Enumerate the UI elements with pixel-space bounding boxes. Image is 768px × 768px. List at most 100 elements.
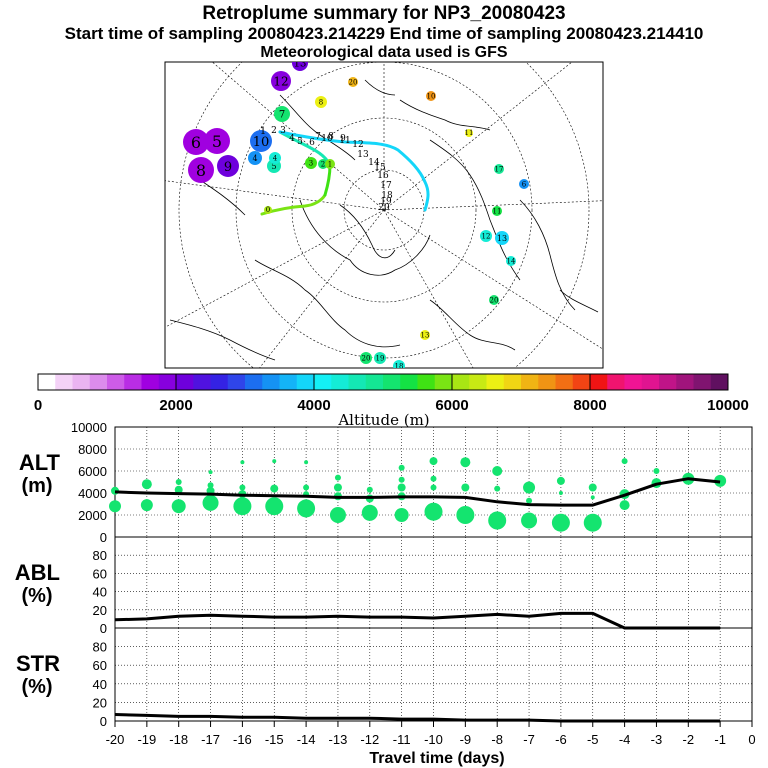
alt-point-5 xyxy=(174,485,183,494)
alt-point-3 xyxy=(140,499,153,512)
colorbar-cell-13 xyxy=(262,374,280,390)
cluster-label-14: 1 xyxy=(328,160,332,168)
x-tick--6: -6 xyxy=(555,732,567,747)
cluster-label-4: 12 xyxy=(273,75,288,89)
day-label-1: 1 xyxy=(260,126,266,137)
cluster-2 xyxy=(188,157,214,183)
cluster-10 xyxy=(315,96,327,108)
alt-point-43 xyxy=(488,511,507,530)
abl-panel-unit: (%) xyxy=(21,585,52,607)
colorbar-cell-32 xyxy=(590,374,608,390)
str-panel-unit: (%) xyxy=(21,676,52,698)
day-label-18: 18 xyxy=(381,191,393,201)
cluster-16 xyxy=(480,230,492,242)
cluster-0 xyxy=(183,129,209,155)
alt-point-35 xyxy=(430,475,437,482)
abl-ytick-80: 80 xyxy=(93,548,107,563)
colorbar-cell-2 xyxy=(72,374,91,390)
x-tick--11: -11 xyxy=(393,732,411,747)
cluster-label-19: 14 xyxy=(507,257,516,265)
str-ytick-40: 40 xyxy=(93,677,107,692)
alt-point-11 xyxy=(240,460,245,465)
day-label-12: 12 xyxy=(352,140,363,150)
sampling-times: Start time of sampling 20080423.214229 E… xyxy=(64,24,704,43)
alt-point-50 xyxy=(588,483,597,492)
cluster-1 xyxy=(204,128,230,154)
cluster-label-28: 20 xyxy=(349,78,358,86)
cluster-9 xyxy=(269,152,281,164)
abl-ytick-60: 60 xyxy=(93,566,107,581)
alt-point-1 xyxy=(109,500,121,513)
alt-ytick-2000: 2000 xyxy=(78,508,107,523)
alt-point-33 xyxy=(394,508,409,522)
mean-trajectory xyxy=(260,130,430,216)
cluster-label-29: 11 xyxy=(465,129,474,137)
x-tick--20: -20 xyxy=(106,732,125,747)
day-label-10: 10 xyxy=(321,134,333,144)
str-panel: 0 20 40 60 80 STR(%) xyxy=(16,627,753,729)
cluster-27 xyxy=(494,164,504,174)
colorbar-cell-0 xyxy=(38,374,56,390)
met-data-note: Meteorological data used is GFS xyxy=(260,44,508,61)
colorbar-cell-15 xyxy=(296,374,315,390)
colorbar-tick-2000: 2000 xyxy=(159,397,192,414)
abl-ytick-40: 40 xyxy=(93,585,107,600)
x-tick--19: -19 xyxy=(137,732,156,747)
cluster-label-8: 5 xyxy=(271,162,276,171)
colorbar-cell-35 xyxy=(641,374,660,390)
alt-ytick-4000: 4000 xyxy=(78,486,107,501)
cluster-label-16: 12 xyxy=(482,233,491,241)
x-tick--5: -5 xyxy=(587,732,599,747)
cluster-26 xyxy=(519,179,529,189)
alt-panel: 0 2000 4000 6000 8000 10000 ALT(m) xyxy=(19,420,753,545)
colorbar-tick-8000: 8000 xyxy=(573,397,606,414)
alt-point-40 xyxy=(456,506,475,524)
colorbar-cell-18 xyxy=(348,374,367,390)
abl-panel-label: ABL xyxy=(15,560,60,585)
colorbar-cell-16 xyxy=(314,374,332,390)
alt-point-2 xyxy=(141,479,152,490)
x-tick--16: -16 xyxy=(233,732,252,747)
colorbar-cell-21 xyxy=(400,374,418,390)
colorbar-cell-8 xyxy=(176,374,194,390)
cluster-label-7: 4 xyxy=(252,154,257,163)
cluster-label-3: 9 xyxy=(224,160,232,175)
x-tick--13: -13 xyxy=(329,732,348,747)
x-tick--18: -18 xyxy=(169,732,188,747)
colorbar-cell-28 xyxy=(521,374,539,390)
cluster-4 xyxy=(271,71,291,91)
x-tick--9: -9 xyxy=(460,732,472,747)
colorbar-cell-10 xyxy=(210,374,229,390)
x-tick--14: -14 xyxy=(297,732,316,747)
alt-point-7 xyxy=(208,470,213,475)
cluster-15 xyxy=(264,206,272,214)
alt-panel-label: ALT xyxy=(19,450,61,475)
colorbar-cell-7 xyxy=(158,374,177,390)
x-tick--2: -2 xyxy=(683,732,695,747)
alt-point-8 xyxy=(207,482,214,489)
alt-point-25 xyxy=(329,507,346,523)
colorbar-cell-26 xyxy=(486,374,505,390)
cluster-22 xyxy=(393,360,405,368)
x-tick--15: -15 xyxy=(265,732,284,747)
cluster-6 xyxy=(274,106,290,122)
alt-point-4 xyxy=(175,479,182,485)
cluster-label-18: 20 xyxy=(490,296,499,304)
day-label-13: 13 xyxy=(357,150,369,160)
abl-ytick-20: 20 xyxy=(93,603,107,618)
day-label-16: 16 xyxy=(377,171,389,181)
cluster-label-27: 17 xyxy=(495,165,504,173)
colorbar-cell-38 xyxy=(693,374,712,390)
alt-ytick-6000: 6000 xyxy=(78,464,107,479)
colorbar-cell-5 xyxy=(124,374,142,390)
day-label-19: 19 xyxy=(380,197,392,207)
cluster-label-0: 6 xyxy=(191,133,201,152)
alt-point-26 xyxy=(366,486,373,493)
str-series-line xyxy=(114,713,721,723)
cluster-label-17: 13 xyxy=(497,234,507,243)
alt-point-52 xyxy=(583,513,602,532)
cluster-label-23: 13 xyxy=(421,331,430,339)
cluster-7 xyxy=(248,151,262,165)
